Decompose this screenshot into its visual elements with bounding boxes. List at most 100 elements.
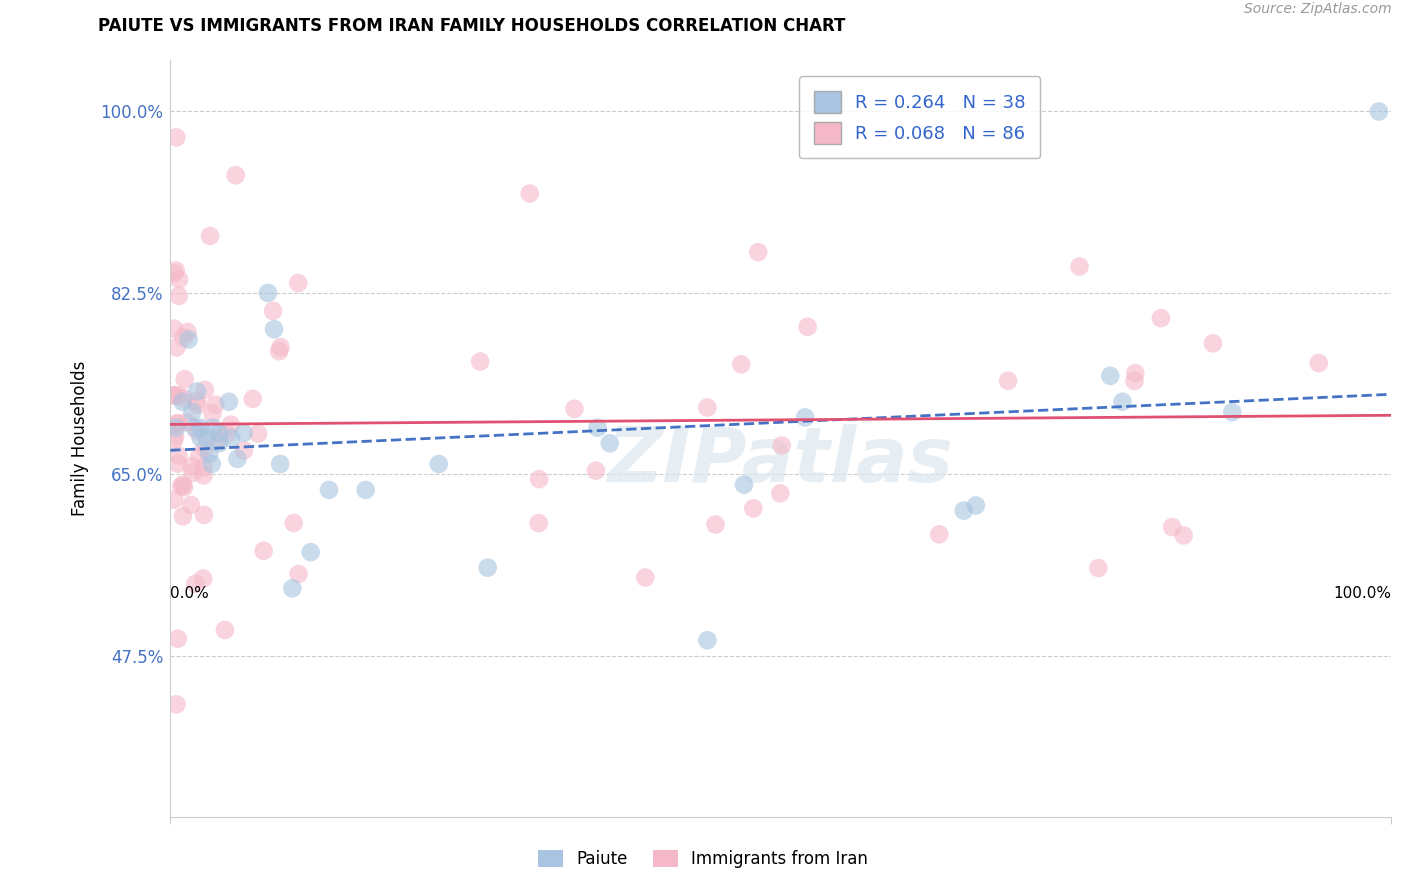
Point <box>190 431 212 445</box>
Point <box>167 449 190 463</box>
Point <box>176 325 198 339</box>
Point <box>163 322 186 336</box>
Point <box>519 186 541 201</box>
Point <box>796 319 818 334</box>
Point <box>586 420 609 434</box>
Point <box>794 410 817 425</box>
Point <box>225 168 247 182</box>
Point <box>247 426 270 441</box>
Point <box>730 357 752 371</box>
Point <box>1308 356 1330 370</box>
Point <box>696 633 718 648</box>
Point <box>1368 104 1391 119</box>
Point <box>188 449 211 463</box>
Point <box>166 457 188 471</box>
Point <box>242 392 264 406</box>
Point <box>166 341 188 355</box>
Point <box>1220 405 1243 419</box>
Point <box>165 263 187 277</box>
Text: PAIUTE VS IMMIGRANTS FROM IRAN FAMILY HOUSEHOLDS CORRELATION CHART: PAIUTE VS IMMIGRANTS FROM IRAN FAMILY HO… <box>98 17 846 35</box>
Point <box>202 420 225 434</box>
Point <box>585 464 607 478</box>
Point <box>733 477 755 491</box>
Point <box>198 229 221 244</box>
Point <box>214 623 236 637</box>
Point <box>163 492 186 507</box>
Point <box>163 388 186 402</box>
Point <box>180 459 202 474</box>
Point <box>221 431 243 445</box>
Point <box>263 322 285 336</box>
Point <box>208 425 231 440</box>
Point <box>233 443 256 458</box>
Point <box>1173 528 1195 542</box>
Point <box>1161 520 1184 534</box>
Point <box>166 417 188 431</box>
Point <box>173 330 195 344</box>
Point <box>208 436 231 450</box>
Point <box>477 560 499 574</box>
Point <box>997 374 1019 388</box>
Point <box>354 483 377 497</box>
Point <box>163 266 186 280</box>
Point <box>167 272 190 286</box>
Point <box>287 276 309 290</box>
Point <box>172 509 194 524</box>
Point <box>1099 368 1122 383</box>
Point <box>1150 311 1173 326</box>
Point <box>193 468 215 483</box>
Point <box>769 486 792 500</box>
Point <box>194 383 217 397</box>
Point <box>173 480 195 494</box>
Point <box>166 698 188 712</box>
Point <box>262 304 284 318</box>
Point <box>1111 394 1133 409</box>
Point <box>166 416 188 430</box>
Point <box>564 401 586 416</box>
Point <box>770 438 793 452</box>
Point <box>281 582 304 596</box>
Point <box>186 394 208 409</box>
Point <box>318 483 340 497</box>
Point <box>269 457 291 471</box>
Point <box>527 516 550 530</box>
Point <box>184 576 207 591</box>
Point <box>232 425 254 440</box>
Point <box>270 340 292 354</box>
Text: 0.0%: 0.0% <box>170 586 209 600</box>
Y-axis label: Family Households: Family Households <box>72 360 89 516</box>
Point <box>928 527 950 541</box>
Text: 100.0%: 100.0% <box>1333 586 1391 600</box>
Point <box>470 354 492 368</box>
Point <box>176 415 198 429</box>
Point <box>965 499 987 513</box>
Point <box>299 545 322 559</box>
Point <box>201 406 224 420</box>
Point <box>165 429 187 443</box>
Point <box>193 442 215 456</box>
Point <box>696 401 718 415</box>
Point <box>173 392 195 406</box>
Point <box>427 457 450 471</box>
Point <box>204 398 226 412</box>
Point <box>177 333 200 347</box>
Point <box>173 372 195 386</box>
Point <box>165 420 187 434</box>
Point <box>172 477 194 491</box>
Point <box>165 130 187 145</box>
Point <box>1087 561 1109 575</box>
Legend: Paiute, Immigrants from Iran: Paiute, Immigrants from Iran <box>531 843 875 875</box>
Point <box>599 436 621 450</box>
Point <box>190 420 212 434</box>
Point <box>166 632 188 646</box>
Point <box>186 398 208 412</box>
Point <box>186 425 208 439</box>
Point <box>195 431 218 445</box>
Point <box>226 451 249 466</box>
Point <box>952 503 974 517</box>
Point <box>257 285 280 300</box>
Point <box>215 426 238 441</box>
Point <box>180 498 202 512</box>
Point <box>191 572 214 586</box>
Point <box>181 405 204 419</box>
